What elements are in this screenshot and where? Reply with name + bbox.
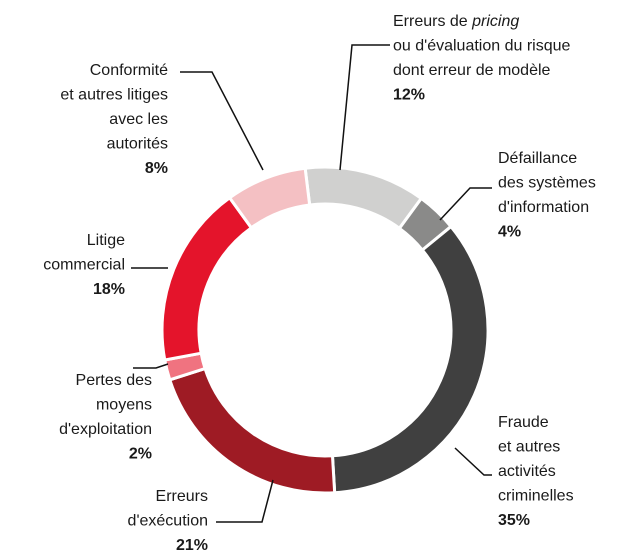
leader-line bbox=[216, 479, 274, 523]
segment-label: Conformité et autres litiges avec les autor… bbox=[60, 62, 168, 177]
label-line: criminelles bbox=[498, 488, 574, 505]
label-part: pricing bbox=[471, 13, 519, 30]
value-label: 4% bbox=[498, 224, 521, 241]
label-line: Litige bbox=[87, 232, 125, 249]
value-label: 8% bbox=[145, 160, 168, 177]
label-part: Erreurs de bbox=[393, 13, 472, 30]
segment-label: Erreurs d'exécution 21% bbox=[128, 488, 208, 554]
segment-label: Litige commercial 18% bbox=[43, 232, 125, 298]
label-line: et autres litiges bbox=[60, 87, 168, 104]
leader-line bbox=[180, 71, 264, 171]
value-label: 12% bbox=[393, 87, 425, 104]
leader-line bbox=[439, 187, 492, 221]
label-line: d'exploitation bbox=[59, 421, 152, 438]
segment-label: Pertes des moyens d'exploitation 2% bbox=[59, 372, 152, 463]
value-label: 18% bbox=[93, 281, 125, 298]
label-line: Erreurs de pricing bbox=[393, 13, 519, 30]
label-line: d'exécution bbox=[128, 513, 208, 530]
label-line: d'information bbox=[498, 199, 589, 216]
label-line: ou d'évaluation du risque bbox=[393, 38, 571, 55]
label-line: commercial bbox=[43, 257, 125, 274]
donut-segment bbox=[160, 195, 254, 362]
donut-segment bbox=[330, 224, 490, 495]
label-line: Défaillance bbox=[498, 150, 577, 167]
label-line: avec les bbox=[109, 111, 168, 128]
value-label: 35% bbox=[498, 512, 530, 529]
label-line: dont erreur de modèle bbox=[393, 62, 551, 79]
value-label: 2% bbox=[129, 446, 152, 463]
label-line: et autres bbox=[498, 439, 560, 456]
segment-label: Fraude et autres activités criminelles 35% bbox=[498, 414, 574, 529]
label-line: moyens bbox=[96, 397, 152, 414]
leader-line bbox=[454, 447, 492, 476]
label-line: Pertes des bbox=[76, 372, 152, 389]
leader-line bbox=[133, 363, 169, 369]
leader-line bbox=[339, 44, 390, 171]
label-line: autorités bbox=[107, 136, 168, 153]
label-line: des systèmes bbox=[498, 175, 596, 192]
segment-label: Défaillance des systèmes d'information 4% bbox=[498, 150, 596, 241]
label-line: Erreurs bbox=[156, 488, 208, 505]
donut-segment bbox=[303, 165, 424, 231]
donut-segment bbox=[227, 166, 312, 230]
label-line: Conformité bbox=[90, 62, 168, 79]
segment-label: Erreurs de pricing ou d'évaluation du ris… bbox=[393, 13, 571, 104]
value-label: 21% bbox=[176, 537, 208, 554]
label-line: activités bbox=[498, 463, 556, 480]
label-line: Fraude bbox=[498, 414, 549, 431]
donut-segment bbox=[167, 366, 337, 495]
